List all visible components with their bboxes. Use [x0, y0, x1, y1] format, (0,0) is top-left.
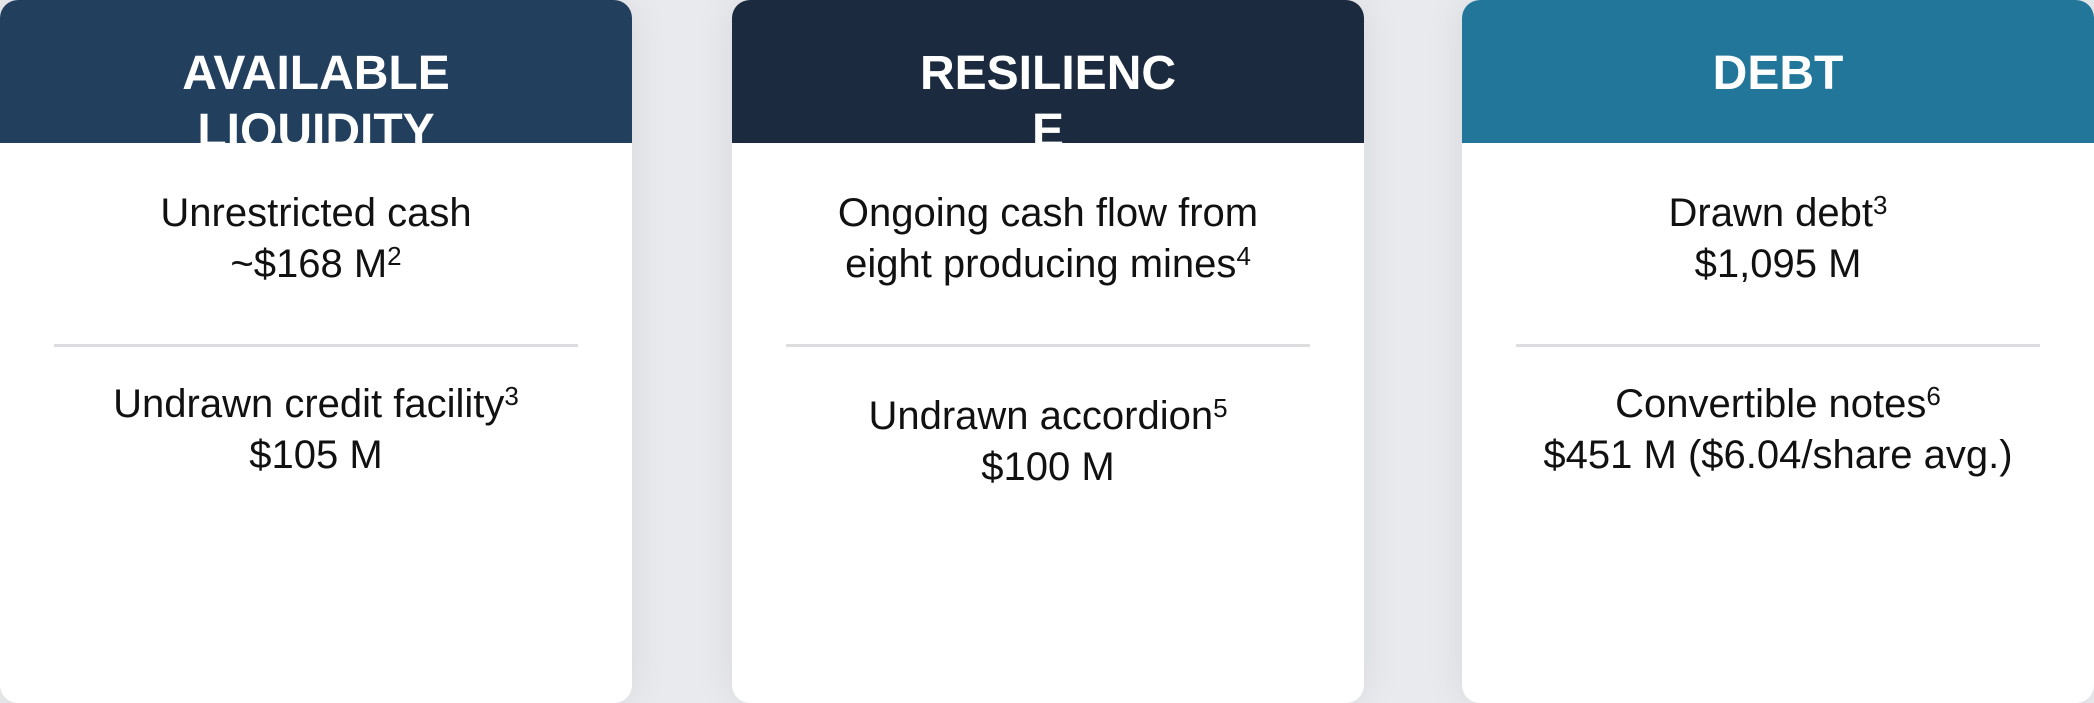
value: $451 M ($6.04/share avg.) — [1543, 433, 2013, 477]
divider — [54, 344, 578, 347]
footnote: 2 — [387, 241, 402, 271]
footnote: 4 — [1236, 241, 1251, 271]
item: Unrestricted cash ~$168 M2 — [0, 188, 632, 298]
label: Undrawn credit facility — [113, 382, 505, 426]
item: Undrawn credit facility3 $105 M — [0, 379, 632, 481]
divider — [1516, 344, 2040, 347]
card-title: RESILIENCE — [919, 47, 1177, 143]
item: Ongoing cash flow from eight producing m… — [732, 188, 1364, 298]
footnote: 6 — [1926, 381, 1941, 411]
value: $105 M — [249, 433, 383, 477]
card-title: AVAILABLE LIQUIDITY — [182, 47, 450, 143]
label: Drawn debt — [1668, 191, 1874, 235]
card: DEBT Drawn debt3 $1,095 M Convertible not… — [1462, 0, 2094, 703]
item: Drawn debt3 $1,095 M — [1462, 188, 2094, 298]
card-header: AVAILABLE LIQUIDITY — [0, 0, 632, 143]
value: $100 M — [981, 445, 1115, 489]
card-header: RESILIENCE — [732, 0, 1364, 143]
card-header: DEBT — [1462, 0, 2094, 143]
item: Undrawn accordion5 $100 M — [732, 391, 1364, 493]
card: AVAILABLE LIQUIDITY Unrestricted cash ~$1… — [0, 0, 632, 703]
label: Undrawn accordion — [868, 394, 1214, 438]
value: ~$168 M — [230, 242, 388, 286]
card-title: DEBT — [1712, 47, 1844, 100]
divider — [786, 344, 1310, 347]
label: Convertible notes — [1615, 382, 1927, 426]
label: Ongoing cash flow from eight producing m… — [837, 191, 1259, 286]
label: Unrestricted cash — [160, 191, 472, 235]
item: Convertible notes6 $451 M ($6.04/share av… — [1462, 379, 2094, 481]
footnote: 3 — [504, 381, 519, 411]
footnote: 3 — [1873, 190, 1888, 220]
footnote: 5 — [1213, 393, 1228, 423]
card: RESILIENCE Ongoing cash flow from eight … — [732, 0, 1364, 703]
value: $1,095 M — [1694, 242, 1862, 286]
